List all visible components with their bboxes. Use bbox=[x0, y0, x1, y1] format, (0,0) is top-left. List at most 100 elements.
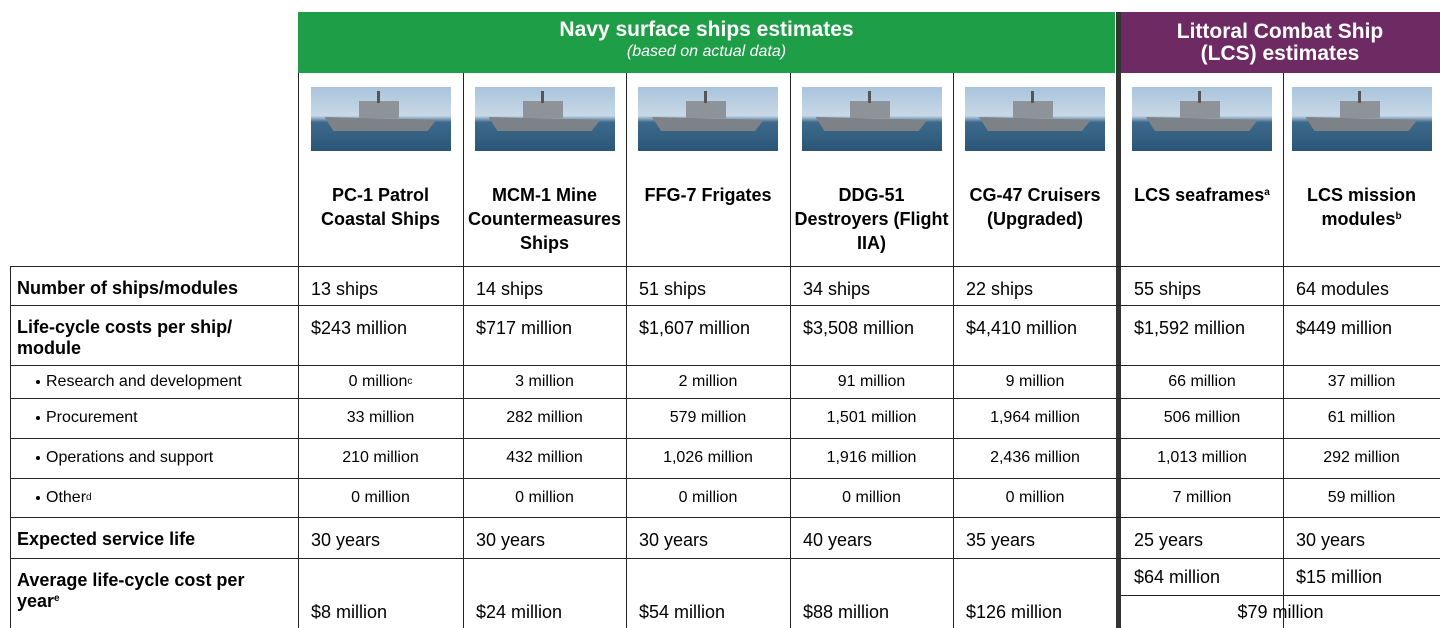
table-cell: 579 million bbox=[626, 398, 790, 438]
table-cell: 30 years bbox=[1283, 517, 1440, 558]
cell-text: 30 years bbox=[311, 529, 380, 551]
cell-text: 30 years bbox=[639, 529, 708, 551]
ship-superstructure bbox=[686, 101, 726, 118]
table-cell: 7 million bbox=[1121, 478, 1283, 517]
table-cell: 1,013 million bbox=[1121, 438, 1283, 478]
cell-text: 432 million bbox=[506, 447, 582, 469]
table-cell: $24 million bbox=[463, 558, 626, 628]
group-title: Littoral Combat Ship (LCS) estimates bbox=[1150, 21, 1410, 65]
ship-hull bbox=[1306, 117, 1418, 131]
cell-text: $24 million bbox=[476, 601, 562, 623]
row-label-text: Research and development bbox=[46, 372, 242, 392]
group-header: Littoral Combat Ship (LCS) estimates bbox=[1120, 12, 1440, 73]
bullet bbox=[36, 380, 40, 384]
ship-superstructure bbox=[359, 101, 399, 118]
table-cell: 0 million bbox=[463, 478, 626, 517]
ship-hull bbox=[816, 117, 928, 131]
ship-photo bbox=[1132, 87, 1272, 151]
cell-text: 59 million bbox=[1328, 487, 1396, 509]
cell-text: $4,410 million bbox=[966, 317, 1077, 339]
table-cell: 506 million bbox=[1121, 398, 1283, 438]
cell-text: 2,436 million bbox=[990, 447, 1080, 469]
table-cell: 292 million bbox=[1283, 438, 1440, 478]
cell-text: 66 million bbox=[1168, 371, 1236, 393]
cell-text: 14 ships bbox=[476, 278, 543, 300]
table-cell: $79 million bbox=[1121, 595, 1440, 628]
table-cell: $717 million bbox=[463, 305, 626, 365]
ship-superstructure bbox=[850, 101, 890, 118]
cell-text: 33 million bbox=[347, 407, 415, 429]
row-label: Average life-cycle cost per yeare bbox=[10, 558, 298, 628]
row-label: Number of ships/modules bbox=[10, 266, 298, 305]
column-name-text: FFG-7 Frigates bbox=[644, 185, 771, 205]
cell-text: $717 million bbox=[476, 317, 572, 339]
ship-photo bbox=[802, 87, 942, 151]
table-cell: 66 million bbox=[1121, 365, 1283, 398]
cell-text: 506 million bbox=[1164, 407, 1240, 429]
ship-mast bbox=[377, 91, 380, 103]
table-cell: 34 ships bbox=[790, 266, 953, 305]
table-cell: 61 million bbox=[1283, 398, 1440, 438]
row-label: Research and development bbox=[30, 365, 298, 398]
ship-hull bbox=[489, 117, 601, 131]
table-cell: 9 million bbox=[953, 365, 1117, 398]
table-cell: 51 ships bbox=[626, 266, 790, 305]
column-name-text: DDG-51 Destroyers (Flight IIA) bbox=[794, 185, 948, 253]
ship-mast bbox=[1031, 91, 1034, 103]
ship-photo bbox=[1292, 87, 1432, 151]
cell-text: 40 years bbox=[803, 529, 872, 551]
table-cell: 14 ships bbox=[463, 266, 626, 305]
column-name: CG-47 Cruisers (Upgraded) bbox=[953, 183, 1117, 263]
table-cell: 30 years bbox=[463, 517, 626, 558]
cell-text: 51 ships bbox=[639, 278, 706, 300]
cell-text: 34 ships bbox=[803, 278, 870, 300]
cell-text: 1,026 million bbox=[663, 447, 753, 469]
table-cell: $64 million bbox=[1121, 558, 1283, 595]
cell-text: 25 years bbox=[1134, 529, 1203, 551]
cell-text: 35 years bbox=[966, 529, 1035, 551]
cell-text: 1,916 million bbox=[827, 447, 917, 469]
table-cell: $88 million bbox=[790, 558, 953, 628]
ship-photo bbox=[475, 87, 615, 151]
row-label-text: Life-cycle costs per ship/ module bbox=[17, 317, 232, 358]
cell-text: 579 million bbox=[670, 407, 746, 429]
cell-text: $8 million bbox=[311, 601, 387, 623]
cell-text: 0 million bbox=[842, 487, 901, 509]
cell-text: 7 million bbox=[1173, 487, 1232, 509]
table-cell: $3,508 million bbox=[790, 305, 953, 365]
cell-text: $15 million bbox=[1296, 566, 1382, 588]
cell-text: $3,508 million bbox=[803, 317, 914, 339]
ship-hull bbox=[1146, 117, 1258, 131]
ship-superstructure bbox=[1180, 101, 1220, 118]
table-cell: 37 million bbox=[1283, 365, 1440, 398]
cell-text: $126 million bbox=[966, 601, 1062, 623]
table-cell: 1,964 million bbox=[953, 398, 1117, 438]
cell-text: 22 ships bbox=[966, 278, 1033, 300]
group-subtitle: (based on actual data) bbox=[298, 42, 1115, 62]
cell-text: 91 million bbox=[838, 371, 906, 393]
column-name: DDG-51 Destroyers (Flight IIA) bbox=[790, 183, 953, 263]
table-cell: 59 million bbox=[1283, 478, 1440, 517]
table-cell: 0 million bbox=[790, 478, 953, 517]
footnote-mark: b bbox=[1395, 211, 1401, 222]
table-cell: 0 million bbox=[626, 478, 790, 517]
footnote-mark: a bbox=[1264, 187, 1270, 198]
row-label: Operations and support bbox=[30, 438, 298, 478]
page: Navy surface ships estimates(based on ac… bbox=[0, 0, 1440, 628]
ship-photo bbox=[638, 87, 778, 151]
cell-text: 2 million bbox=[679, 371, 738, 393]
ship-hull bbox=[325, 117, 437, 131]
cell-text: 13 ships bbox=[311, 278, 378, 300]
bullet bbox=[36, 416, 40, 420]
cell-text: 9 million bbox=[1006, 371, 1065, 393]
column-name-text: MCM-1 Mine Countermeasures Ships bbox=[468, 185, 621, 253]
row-label-text: Other bbox=[46, 488, 86, 508]
table-cell: $15 million bbox=[1283, 558, 1440, 595]
cell-text: $64 million bbox=[1134, 566, 1220, 588]
cell-text: 282 million bbox=[506, 407, 582, 429]
cell-text: 3 million bbox=[515, 371, 574, 393]
cell-text: 210 million bbox=[342, 447, 418, 469]
table-cell: $8 million bbox=[298, 558, 463, 628]
cell-text: 0 million bbox=[349, 371, 408, 393]
